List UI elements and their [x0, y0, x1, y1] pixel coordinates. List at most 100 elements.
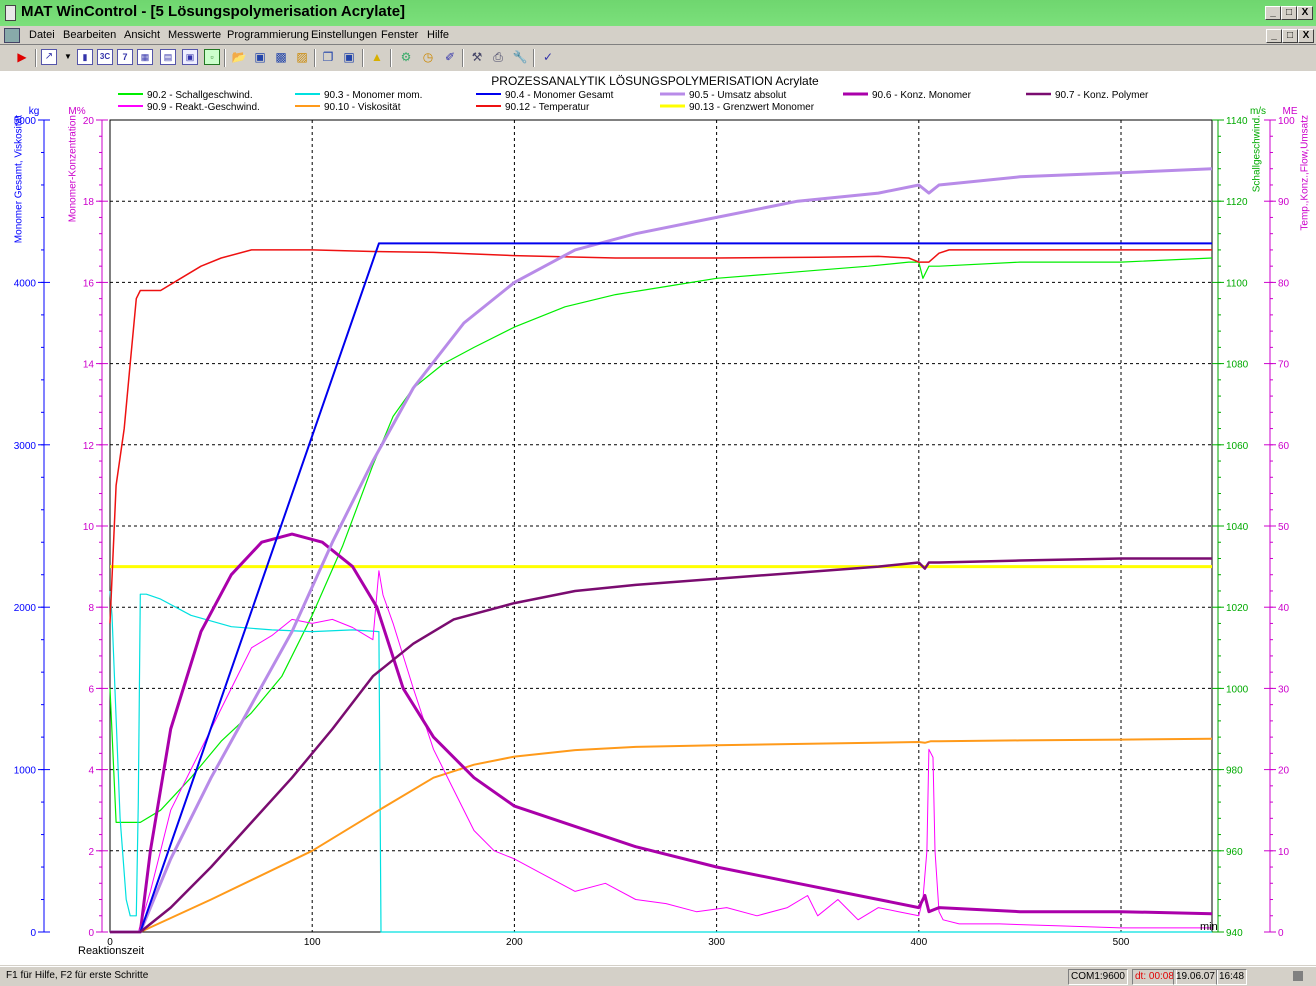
axis-tick-label: 1120 — [1226, 197, 1248, 208]
axis-tick-label: 80 — [1278, 278, 1290, 289]
toolbar-separator — [224, 49, 226, 67]
axis-unit-right_inner: m/s — [1250, 106, 1266, 117]
axis-tick-label: 90 — [1278, 197, 1290, 208]
series-line-konz-polymer — [110, 557, 1212, 934]
status-bar: F1 für Hilfe, F2 für erste Schritte COM1… — [0, 966, 1316, 986]
menu-bearbeiten[interactable]: Bearbeiten — [63, 29, 117, 41]
axis-tick-label: 20 — [1278, 766, 1290, 777]
print-icon[interactable]: ⎙ — [493, 50, 503, 64]
menu-messwerte[interactable]: Messwerte — [168, 29, 222, 41]
save-as-icon[interactable]: ▩ — [275, 50, 287, 64]
legend-entry: 90.2 - Schallgeschwind. — [147, 90, 253, 101]
axis-tick-label: 5000 — [14, 116, 37, 127]
axis-tick-label: 0 — [30, 928, 36, 939]
copy-icon[interactable]: ❐ — [322, 50, 334, 64]
line-chart-icon[interactable]: ↗ — [41, 49, 57, 65]
axis-tick-label: 8 — [88, 603, 94, 614]
menu-hilfe[interactable]: Hilfe — [427, 29, 450, 41]
axis-tick-label: 1020 — [1226, 603, 1249, 614]
series-line-monomer-mom — [109, 590, 1212, 933]
axis-tick-label: 40 — [1278, 603, 1290, 614]
menu-programmierung[interactable]: Programmierung — [227, 29, 309, 41]
brush-icon[interactable]: ✐ — [444, 50, 456, 64]
checkmark-icon[interactable]: ✓ — [542, 50, 554, 64]
menu-einstellungen[interactable]: Einstellungen — [311, 29, 378, 41]
axis-title-left_inner: Monomer-Konzentration — [68, 115, 79, 222]
chart-grid — [109, 119, 1213, 933]
menu-ansicht[interactable]: Ansicht — [124, 29, 161, 41]
legend-entry: 90.4 - Monomer Gesamt — [505, 90, 614, 101]
play-icon[interactable]: ▶ — [17, 50, 27, 64]
toolbar: ▶ ↗ ▼ ▮ 3C 7 ▦ ▤ ▣ ▫ 📂 ▣ ▩ ▨ ❐ ▣ ▲ ⚙ ◷ ✐… — [0, 45, 1316, 72]
maximize-button[interactable]: □ — [1281, 6, 1297, 20]
axis-tick-label: 6 — [88, 684, 94, 695]
minimize-button[interactable]: _ — [1265, 6, 1281, 20]
axis-tick-label: 0 — [88, 928, 94, 939]
axis-tick-label: 1080 — [1226, 360, 1249, 371]
axis-tick-label: 10 — [83, 522, 95, 533]
save-icon[interactable]: ▣ — [254, 50, 266, 64]
x-tick-label: 500 — [1113, 937, 1130, 948]
legend-entry: 90.7 - Konz. Polymer — [1055, 90, 1149, 101]
series-line-konz-monomer — [110, 532, 1213, 934]
x-axis-label: Reaktionszeit — [78, 945, 144, 957]
axis-unit-left_inner: M% — [68, 106, 85, 117]
status-help-text: F1 für Hilfe, F2 für erste Schritte — [6, 970, 149, 981]
axis-tick-label: 1100 — [1226, 278, 1248, 289]
chart-icon[interactable]: ▣ — [182, 49, 198, 65]
device-icon[interactable]: ⚙ — [400, 50, 412, 64]
chart-title: PROZESSANALYTIK LÖSUNGSPOLYMERISATION Ac… — [491, 74, 819, 88]
x-tick-label: 0 — [107, 937, 113, 948]
axis-tick-label: 2000 — [14, 603, 37, 614]
7-icon[interactable]: 7 — [117, 49, 133, 65]
axes-layer: 0 100 200 300 400 500010002000300040005000kgM… — [14, 106, 1311, 948]
axis-tick-label: 70 — [1278, 360, 1290, 371]
x-tick-label: 400 — [910, 937, 927, 948]
table-icon[interactable]: ▤ — [160, 49, 176, 65]
3c-icon[interactable]: 3C — [97, 49, 113, 65]
status-date: 19.06.07 — [1173, 969, 1218, 985]
dropdown-arrow-icon[interactable]: ▼ — [64, 52, 72, 61]
bell-icon[interactable]: ▲ — [371, 50, 383, 64]
wrench-icon[interactable]: 🔧 — [512, 50, 528, 64]
menu-datei[interactable]: Datei — [29, 29, 55, 41]
axis-tick-label: 1140 — [1226, 116, 1248, 127]
axis-title-right_inner: Schallgeschwind. — [1252, 115, 1263, 192]
series-line-temperatur — [109, 249, 1212, 624]
axis-tick-label: 20 — [83, 116, 95, 127]
axis-tick-label: 12 — [83, 441, 95, 452]
axis-tick-label: 1000 — [14, 766, 37, 777]
close-button[interactable]: X — [1297, 6, 1313, 20]
app-icon[interactable] — [5, 5, 16, 21]
document-icon[interactable] — [4, 28, 20, 43]
axis-tick-label: 4 — [88, 766, 94, 777]
menu-fenster[interactable]: Fenster — [381, 29, 419, 41]
series-line-monomer-gesamt — [110, 242, 1212, 933]
grid-icon[interactable]: ▦ — [137, 49, 153, 65]
axis-tick-label: 30 — [1278, 684, 1290, 695]
chart-area[interactable]: 0 100 200 300 400 500 0 1000 2000 3000 4000 5000 kg M… — [0, 72, 1316, 965]
toolbar-separator — [362, 49, 364, 67]
title-bar[interactable]: MAT WinControl - [5 Lösungspolymerisatio… — [0, 0, 1316, 26]
process-chart[interactable]: 0 100 200 300 400 500010002000300040005000kgM… — [0, 72, 1316, 965]
child-close-button[interactable]: X — [1298, 29, 1314, 43]
disk-icon[interactable]: ▣ — [343, 50, 355, 64]
legend-entry: 90.5 - Umsatz absolut — [689, 90, 786, 101]
series-line-reaktionsgeschwindigkeit — [110, 570, 1212, 933]
clock-icon[interactable]: ◷ — [422, 50, 434, 64]
x-tick-label: 200 — [506, 937, 523, 948]
child-minimize-button[interactable]: _ — [1266, 29, 1282, 43]
print-preview-icon[interactable]: ▨ — [296, 50, 308, 64]
axis-tick-label: 60 — [1278, 441, 1290, 452]
toolbar-separator — [314, 49, 316, 67]
folder-open-icon[interactable]: 📂 — [231, 50, 247, 64]
axis-unit-left_outer: kg — [29, 106, 40, 117]
export-icon[interactable]: ▫ — [204, 49, 220, 65]
tools-icon[interactable]: ⚒ — [471, 50, 483, 64]
bar-chart-icon[interactable]: ▮ — [77, 49, 93, 65]
series-line-viskositaet — [110, 737, 1213, 933]
toolbar-separator — [390, 49, 392, 67]
status-time: 16:48 — [1216, 969, 1248, 985]
child-maximize-button[interactable]: □ — [1282, 29, 1298, 43]
menu-bar: Datei Bearbeiten Ansicht Messwerte Progr… — [0, 26, 1316, 45]
